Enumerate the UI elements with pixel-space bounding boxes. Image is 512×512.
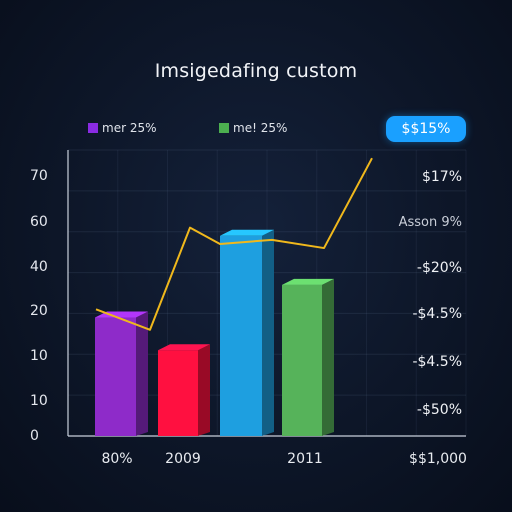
y-tick-label: 10	[30, 393, 48, 409]
legend-label-purple: mer 25%	[102, 121, 157, 135]
y-tick-label: 60	[30, 214, 48, 230]
value-badge[interactable]: $$15%	[386, 116, 466, 142]
chart-title: Imsigedafing custom	[154, 60, 358, 82]
y-tick-label: 20	[30, 303, 48, 319]
right-label: -$20%	[416, 260, 462, 276]
legend-item-green: me! 25%	[219, 121, 287, 135]
legend-swatch-purple	[88, 123, 98, 133]
y-tick-label: 0	[30, 428, 39, 444]
legend-item-purple: mer 25%	[88, 121, 157, 135]
bar-side	[262, 229, 274, 436]
bar-top	[158, 344, 210, 351]
bar	[95, 317, 136, 436]
right-label: Asson 9%	[398, 215, 462, 230]
trend-line	[95, 157, 373, 331]
legend-swatch-green	[219, 123, 229, 133]
bar	[282, 284, 322, 436]
y-tick-label: 10	[30, 348, 48, 364]
bar-side	[322, 278, 334, 436]
right-label: $17%	[421, 169, 462, 185]
right-label: -$4.5%	[412, 354, 462, 370]
x-tick-label: $$1,000	[409, 451, 467, 467]
y-tick-label: 70	[30, 168, 48, 184]
x-tick-label: 2009	[165, 451, 201, 467]
legend-label-green: me! 25%	[233, 121, 288, 135]
x-tick-label: 2011	[287, 451, 323, 467]
right-label: -$4.5%	[412, 306, 462, 322]
bar	[158, 350, 198, 436]
right-label: -$50%	[416, 402, 462, 418]
bar-side	[198, 344, 210, 436]
bar-top	[282, 278, 334, 285]
bar	[220, 235, 262, 436]
x-tick-label: 80%	[101, 451, 133, 467]
y-tick-label: 40	[30, 259, 48, 275]
bar-side	[136, 311, 148, 436]
bar-top	[220, 229, 274, 236]
